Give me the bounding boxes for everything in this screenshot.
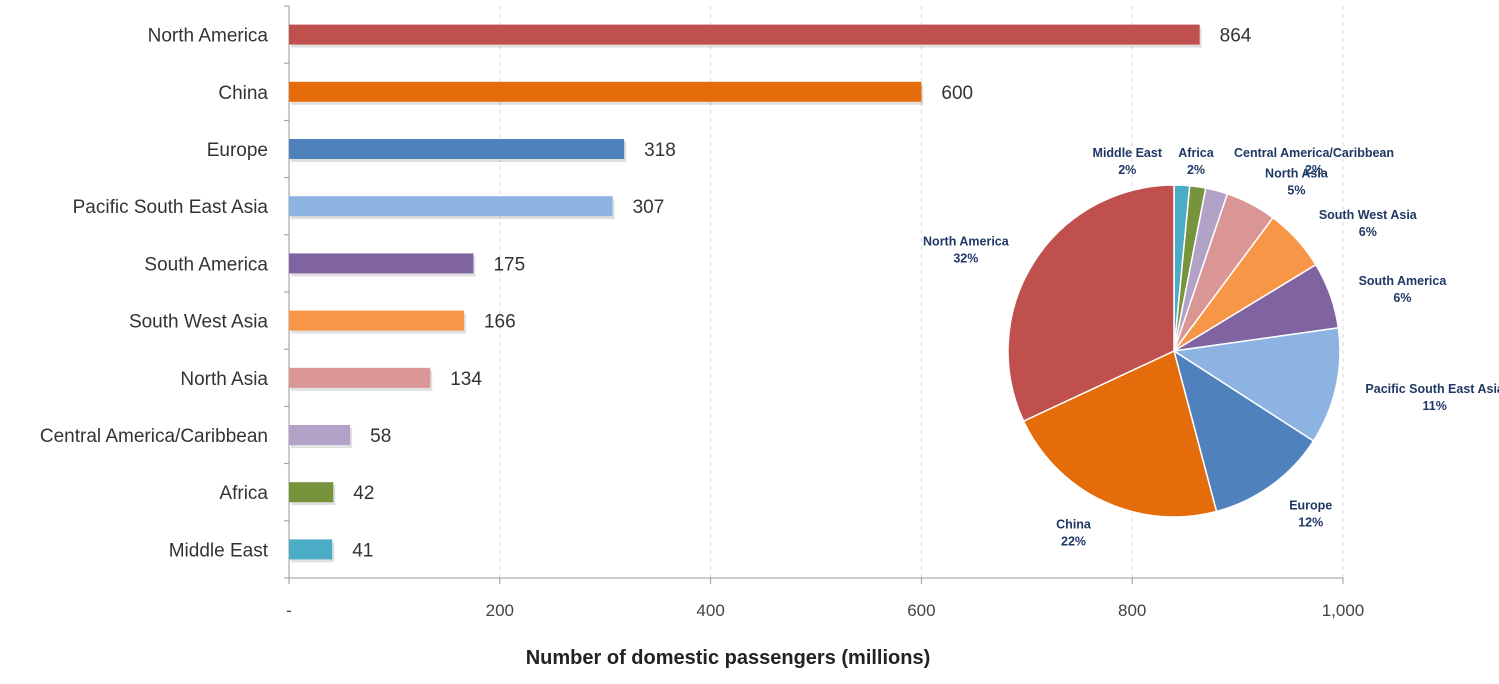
bar-series: North America 864 China 600 Europe 318 Pacific… [40, 24, 1252, 563]
pie-label-central-america-caribbean: Central America/Caribbean 2% [1234, 146, 1394, 177]
bar-rect [289, 196, 613, 217]
category-label: Pacific South East Asia [73, 197, 269, 218]
data-label: 134 [450, 369, 482, 390]
bar-rect [289, 139, 625, 159]
bar-rect [289, 425, 351, 445]
bar-rect [289, 24, 1200, 45]
pie-label-europe: Europe 12% [1289, 499, 1332, 530]
x-tick-label: 600 [907, 601, 935, 620]
pie-label-percent: 22% [1061, 535, 1086, 549]
category-label: North Asia [180, 369, 268, 390]
category-label: China [218, 83, 268, 104]
bar-rect [289, 81, 922, 102]
bar-rect [289, 310, 464, 331]
pie-label-middle-east: Middle East 2% [1093, 146, 1163, 177]
category-label: North America [148, 26, 269, 47]
category-label: Africa [219, 483, 268, 504]
bar-south-america: South America 175 [144, 253, 525, 277]
pie-label-percent: 6% [1359, 225, 1377, 239]
pie-label-china: China 22% [1056, 518, 1092, 549]
bar-europe: Europe 318 [207, 139, 676, 162]
data-label: 166 [484, 312, 516, 333]
pie-slice-china [1022, 349, 1218, 518]
pie-label-percent: 2% [1118, 163, 1136, 177]
data-label: 58 [370, 426, 391, 447]
category-label: South America [144, 254, 268, 275]
pie-label-name: North Asia [1265, 166, 1329, 180]
pie-label-percent: 6% [1393, 291, 1411, 305]
pie-label-name: Central America/Caribbean [1234, 146, 1394, 160]
data-label: 600 [941, 83, 973, 104]
pie-label-name: Pacific South East Asia [1365, 382, 1499, 396]
bar-africa: Africa 42 [219, 482, 374, 506]
data-label: 41 [352, 540, 373, 561]
pie-slice-north-america [1007, 184, 1175, 423]
pie-label-africa: Africa 2% [1178, 146, 1214, 177]
pie-label-south-america: South America 6% [1359, 274, 1448, 305]
bar-rect [289, 482, 334, 503]
data-label: 307 [633, 197, 665, 218]
pie-label-name: South America [1359, 274, 1448, 288]
bar-north-america: North America 864 [148, 24, 1252, 48]
data-label: 175 [493, 254, 525, 275]
pie-label-name: Middle East [1093, 146, 1163, 160]
bar-north-asia: North Asia 134 [180, 367, 482, 391]
x-tick-label: 200 [486, 601, 514, 620]
bar-south-west-asia: South West Asia 166 [129, 310, 516, 334]
category-label: Central America/Caribbean [40, 426, 268, 447]
pie-label-south-west-asia: South West Asia 6% [1319, 208, 1418, 239]
bar-rect [289, 367, 431, 388]
pie-label-percent: 11% [1422, 399, 1446, 413]
x-tick-label: 400 [696, 601, 724, 620]
pie-label-percent: 5% [1287, 183, 1305, 197]
pie-label-percent: 2% [1187, 163, 1205, 177]
pie-label-name: Europe [1289, 499, 1332, 513]
pie-label-name: Africa [1178, 146, 1214, 160]
bar-middle-east: Middle East 41 [169, 539, 373, 563]
pie-label-percent: 32% [953, 252, 978, 266]
pie-label-percent: 2% [1305, 163, 1323, 177]
bar-central-america-caribbean: Central America/Caribbean 58 [40, 425, 391, 448]
pie-label-name: China [1056, 518, 1092, 532]
data-label: 864 [1220, 26, 1252, 47]
data-label: 318 [644, 140, 676, 161]
pie-label-name: South West Asia [1319, 208, 1418, 222]
data-label: 42 [353, 483, 374, 504]
category-label: Europe [207, 140, 268, 161]
bar-china: China 600 [218, 81, 973, 105]
pie-label-name: North America [923, 235, 1010, 249]
pie-label-north-america: North America 32% [923, 235, 1010, 266]
pie-label-north-asia: North Asia 5% [1265, 166, 1329, 197]
bar-rect [289, 539, 333, 560]
pie-slice-pacific-south-east-asia [1171, 326, 1341, 443]
x-tick-label: 1,000 [1322, 601, 1365, 620]
pie-slice-europe [1172, 349, 1315, 513]
category-label: South West Asia [129, 312, 268, 333]
bar-pacific-south-east-asia: Pacific South East Asia 307 [73, 196, 665, 220]
x-tick-label: - [286, 601, 292, 620]
bar-rect [289, 253, 474, 274]
pie-label-percent: 12% [1298, 516, 1323, 530]
category-label: Middle East [169, 540, 269, 561]
x-tick-label: 800 [1118, 601, 1146, 620]
x-axis-title: Number of domestic passengers (millions) [526, 647, 931, 669]
pie-label-pacific-south-east-asia: Pacific South East Asia 11% [1365, 382, 1499, 413]
